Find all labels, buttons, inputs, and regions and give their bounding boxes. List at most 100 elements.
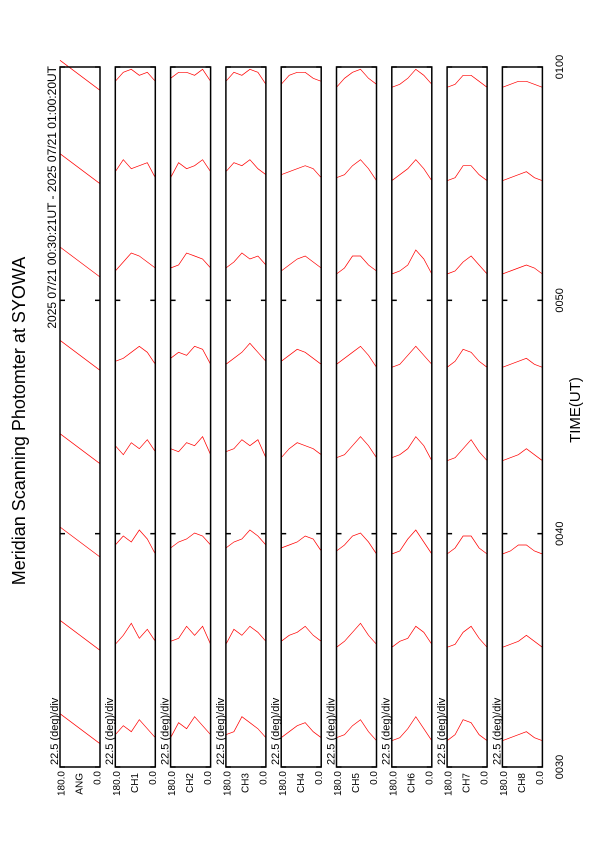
profile-trace [225, 68, 267, 85]
panel-frame [501, 66, 544, 768]
channel-label: CH3 [241, 773, 252, 793]
channel-label: CH1 [130, 773, 141, 793]
panel-frame [446, 66, 488, 768]
profile-trace [225, 716, 267, 738]
x-tick-label: 0050 [554, 288, 566, 312]
scale-label: 22.5 (deg)/div [104, 697, 116, 765]
profile-trace [280, 625, 322, 642]
profile-trace [502, 80, 543, 88]
profile-trace [170, 68, 211, 82]
profile-trace [115, 252, 156, 272]
chart-title: Meridian Scanning Photomter at SYOWA [9, 257, 29, 585]
x-tick-label: 0030 [554, 755, 566, 779]
profile-trace [280, 722, 322, 738]
y-tick-label: 180.0 [278, 771, 289, 796]
panel-frame [335, 66, 378, 768]
profile-trace [115, 345, 156, 365]
profile-trace [59, 620, 101, 651]
profile-trace [391, 436, 433, 461]
profile-trace [446, 535, 488, 555]
y-tick-label: 180.0 [57, 771, 68, 796]
profile-trace [502, 448, 543, 462]
profile-trace [446, 74, 488, 88]
y-tick-label: 0.0 [480, 771, 491, 785]
profile-trace [225, 159, 267, 175]
profile-trace [115, 622, 156, 645]
profile-trace [391, 68, 433, 88]
profile-trace [225, 439, 267, 458]
channel-label: CH5 [351, 773, 362, 793]
channel-label: CH7 [462, 773, 473, 793]
x-tick-label: 0100 [554, 55, 566, 79]
y-tick-label: 180.0 [499, 771, 510, 796]
profile-trace [170, 345, 211, 365]
profile-trace [225, 252, 267, 269]
profile-trace [170, 436, 211, 455]
scale-label: 22.5 (deg)/div [325, 697, 337, 765]
channel-label: CH4 [296, 773, 307, 793]
y-tick-label: 180.0 [223, 771, 234, 796]
scale-label: 22.5 (deg)/div [49, 697, 61, 765]
profile-trace [446, 439, 488, 462]
profile-trace [280, 71, 322, 85]
panel-frame [280, 66, 322, 768]
scale-label: 22.5 (deg)/div [270, 697, 282, 765]
profile-trace [336, 159, 377, 181]
profile-trace [281, 535, 322, 552]
panel-frame [59, 66, 101, 768]
channel-label: CH6 [406, 773, 417, 793]
panel-frame [391, 66, 433, 768]
profile-trace [115, 68, 156, 82]
profile-trace [281, 165, 322, 178]
scale-label: 22.5 (deg)/div [436, 697, 448, 765]
panel-frame [225, 66, 267, 768]
profile-trace [59, 713, 101, 744]
y-tick-label: 0.0 [203, 771, 214, 785]
profile-trace [446, 348, 488, 368]
y-tick-label: 0.0 [314, 771, 325, 785]
profile-trace [391, 159, 433, 181]
profile-trace [502, 171, 543, 182]
y-tick-label: 0.0 [148, 771, 159, 785]
chart-subtitle: 2025 07/21 00:30:21UT - 2025 07/21 01:00… [45, 65, 59, 328]
profile-trace [280, 442, 322, 458]
profile-trace [502, 357, 543, 368]
profile-trace [336, 436, 377, 459]
profile-trace [391, 716, 433, 742]
profile-trace [170, 252, 211, 269]
profile-trace [280, 255, 322, 272]
profile-trace [502, 264, 543, 275]
profile-trace [391, 345, 433, 368]
profile-trace [225, 625, 267, 645]
x-axis-label: TIME(UT) [567, 377, 584, 443]
profile-trace [336, 622, 377, 648]
profile-trace [336, 345, 377, 368]
profile-trace [170, 532, 211, 549]
profile-trace [391, 625, 433, 648]
profile-trace [502, 544, 543, 555]
channel-label: CH2 [185, 773, 196, 793]
profile-trace [336, 532, 377, 555]
profile-trace [59, 60, 101, 91]
profile-trace [502, 634, 543, 648]
profile-trace [59, 246, 101, 278]
profile-trace [170, 716, 211, 738]
y-tick-label: 180.0 [388, 771, 399, 796]
profile-trace [59, 433, 101, 464]
profile-trace [502, 731, 543, 742]
profile-trace [115, 159, 156, 178]
y-tick-label: 180.0 [167, 771, 178, 796]
profile-trace [170, 159, 211, 178]
profile-trace [59, 526, 101, 558]
profile-trace [336, 719, 377, 741]
profile-trace [391, 529, 433, 555]
x-tick-label: 0040 [554, 521, 566, 545]
channel-label: ANG [75, 773, 86, 795]
profile-trace [225, 529, 267, 549]
scale-label: 22.5 (deg)/div [491, 697, 503, 765]
profile-trace [115, 719, 156, 738]
y-tick-label: 180.0 [112, 771, 123, 796]
profile-trace [59, 340, 101, 371]
